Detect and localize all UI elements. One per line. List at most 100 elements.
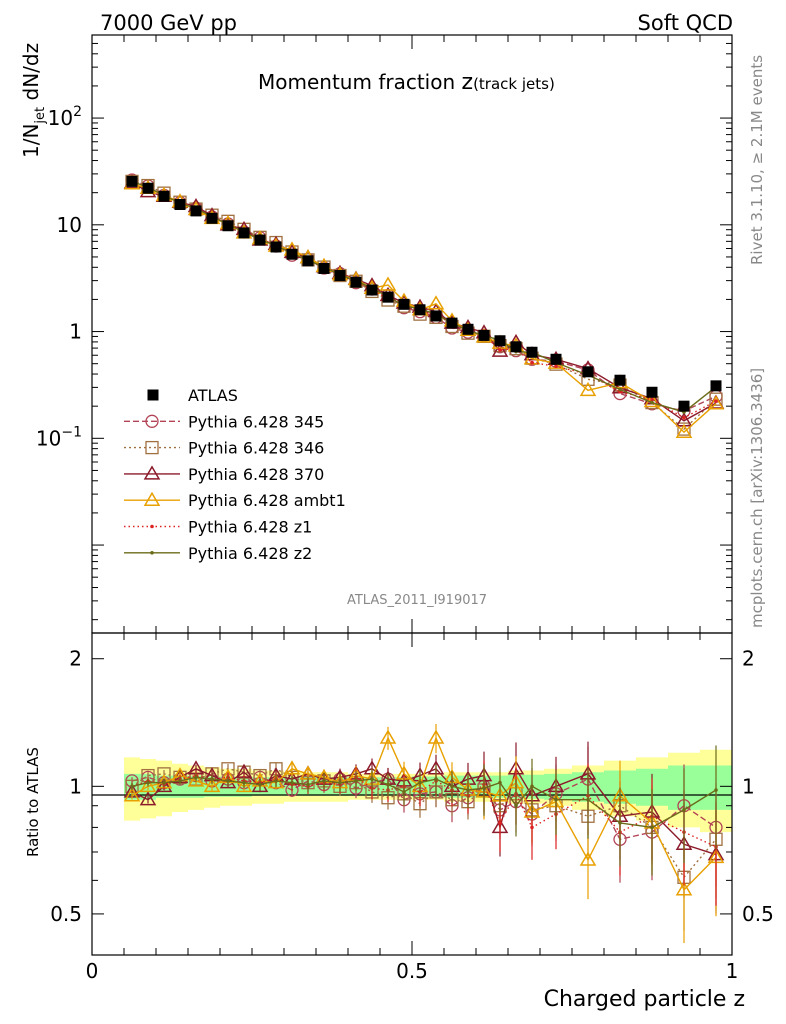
ratio-point-z2 bbox=[482, 786, 486, 790]
legend-label-p346: Pythia 6.428 346 bbox=[188, 439, 324, 458]
chart-title: Momentum fraction z(track jets) bbox=[258, 70, 555, 95]
ratio-point-z2 bbox=[210, 777, 214, 781]
y-tick-label-main: 102 bbox=[48, 104, 82, 130]
ratio-panel: 0.5 0.5 1 1 2 2 Ratio to ATLAS bbox=[24, 632, 774, 956]
legend-marker-z2 bbox=[150, 551, 154, 555]
atlas-point bbox=[678, 400, 690, 412]
series-p345-main bbox=[125, 173, 723, 418]
y-tick-label-ratio-right: 2 bbox=[742, 647, 755, 671]
series-z2-ratio bbox=[130, 745, 718, 876]
atlas-point bbox=[206, 212, 218, 224]
point-z1 bbox=[498, 348, 502, 352]
point-ambt1 bbox=[427, 295, 445, 310]
ratio-point-z2 bbox=[194, 775, 198, 780]
ratio-point-z2 bbox=[146, 780, 150, 785]
atlas-point bbox=[254, 234, 266, 246]
rivet-label: Rivet 3.1.10, ≥ 2.1M events bbox=[748, 55, 766, 265]
legend-label-z1: Pythia 6.428 z1 bbox=[188, 518, 312, 537]
ratio-point-z2 bbox=[258, 782, 262, 787]
atlas-point bbox=[190, 205, 202, 217]
x-tick-label: 0 bbox=[86, 959, 99, 983]
legend-label-atlas: ATLAS bbox=[188, 386, 238, 405]
title-main: Momentum fraction bbox=[258, 70, 462, 94]
atlas-point bbox=[446, 317, 458, 329]
y-axis-title-main: 1/Njet dN/dz bbox=[19, 43, 48, 158]
legend-label-p370: Pythia 6.428 370 bbox=[188, 465, 324, 484]
ratio-point-p370 bbox=[139, 791, 157, 806]
header-left: 7000 GeV pp bbox=[100, 11, 237, 35]
series-ambt1-ratio bbox=[123, 723, 725, 944]
ratio-point-z2 bbox=[338, 780, 342, 785]
atlas-point bbox=[614, 374, 626, 386]
legend-marker-z1 bbox=[150, 524, 154, 529]
atlas-point bbox=[494, 335, 506, 347]
atlas-point bbox=[582, 366, 594, 378]
y-tick-label-ratio-right: 1 bbox=[742, 774, 755, 798]
atlas-point bbox=[366, 284, 378, 296]
ratio-point-z2 bbox=[554, 797, 558, 802]
ratio-point-ambt1 bbox=[579, 851, 597, 866]
ratio-point-z2 bbox=[242, 780, 246, 785]
x-tick-label: 1 bbox=[726, 959, 739, 983]
ratio-point-z1 bbox=[498, 821, 502, 825]
y-axis-title-ratio: Ratio to ATLAS bbox=[24, 747, 42, 857]
point-z2 bbox=[650, 400, 654, 405]
legend-marker-atlas bbox=[147, 389, 159, 401]
ratio-point-ambt1 bbox=[187, 772, 205, 787]
atlas-point bbox=[238, 227, 250, 239]
ratio-point-z2 bbox=[226, 779, 230, 783]
ratio-point-z2 bbox=[274, 779, 278, 783]
y-tick-base: 10 bbox=[48, 106, 73, 130]
ratio-point-p370 bbox=[155, 777, 173, 793]
atlas-point bbox=[382, 291, 394, 303]
atlas-point bbox=[710, 380, 722, 392]
y-tick-label-main: 1 bbox=[69, 320, 82, 344]
point-p346 bbox=[677, 422, 691, 436]
y-tick-label-ratio: 2 bbox=[69, 647, 82, 671]
ylabel-pre: 1/N bbox=[19, 124, 43, 158]
y-tick-label-ratio: 0.5 bbox=[50, 902, 82, 926]
y-tick-base: 10 bbox=[36, 426, 61, 450]
atlas-point bbox=[270, 241, 282, 253]
atlas-point bbox=[398, 298, 410, 310]
point-z2 bbox=[618, 387, 622, 392]
atlas-point bbox=[334, 270, 346, 282]
ratio-point-z2 bbox=[370, 777, 374, 781]
point-p370 bbox=[491, 342, 509, 357]
y-tick-label-main: 10−1 bbox=[36, 424, 82, 450]
atlas-point bbox=[286, 248, 298, 260]
atlas-point bbox=[646, 386, 658, 398]
title-z: z bbox=[462, 70, 474, 95]
ratio-point-ambt1 bbox=[235, 777, 253, 793]
point-z1 bbox=[554, 364, 558, 369]
mcplots-label: mcplots.cern.ch [arXiv:1306.3436] bbox=[748, 368, 766, 628]
ratio-point-ambt1 bbox=[427, 729, 445, 744]
atlas-point bbox=[174, 198, 186, 210]
ratio-point-z1 bbox=[530, 825, 534, 830]
point-ambt1 bbox=[675, 423, 693, 438]
ratio-point-ambt1 bbox=[203, 777, 221, 793]
x-axis-title: Charged particle z bbox=[544, 987, 745, 1012]
ratio-point-z2 bbox=[322, 779, 326, 783]
atlas-point bbox=[318, 262, 330, 274]
ratio-point-z2 bbox=[130, 784, 134, 789]
analysis-label: ATLAS_2011_I919017 bbox=[347, 593, 487, 608]
legend-marker-ambt1 bbox=[143, 491, 161, 506]
ratio-point-ambt1 bbox=[379, 729, 397, 744]
ratio-point-z2 bbox=[162, 780, 166, 785]
atlas-point bbox=[550, 353, 562, 365]
title-sub: (track jets) bbox=[473, 75, 555, 93]
atlas-point bbox=[126, 175, 138, 187]
point-ambt1 bbox=[579, 381, 597, 397]
legend-marker-p370 bbox=[143, 465, 161, 480]
ratio-point-z2 bbox=[290, 780, 294, 785]
ratio-point-ambt1 bbox=[675, 881, 693, 896]
ratio-point-z2 bbox=[402, 790, 406, 794]
legend-marker-p346 bbox=[145, 440, 159, 455]
series-line-p345 bbox=[131, 179, 717, 412]
atlas-point bbox=[222, 220, 234, 232]
atlas-point bbox=[478, 329, 490, 341]
ratio-point-z2 bbox=[434, 777, 438, 781]
